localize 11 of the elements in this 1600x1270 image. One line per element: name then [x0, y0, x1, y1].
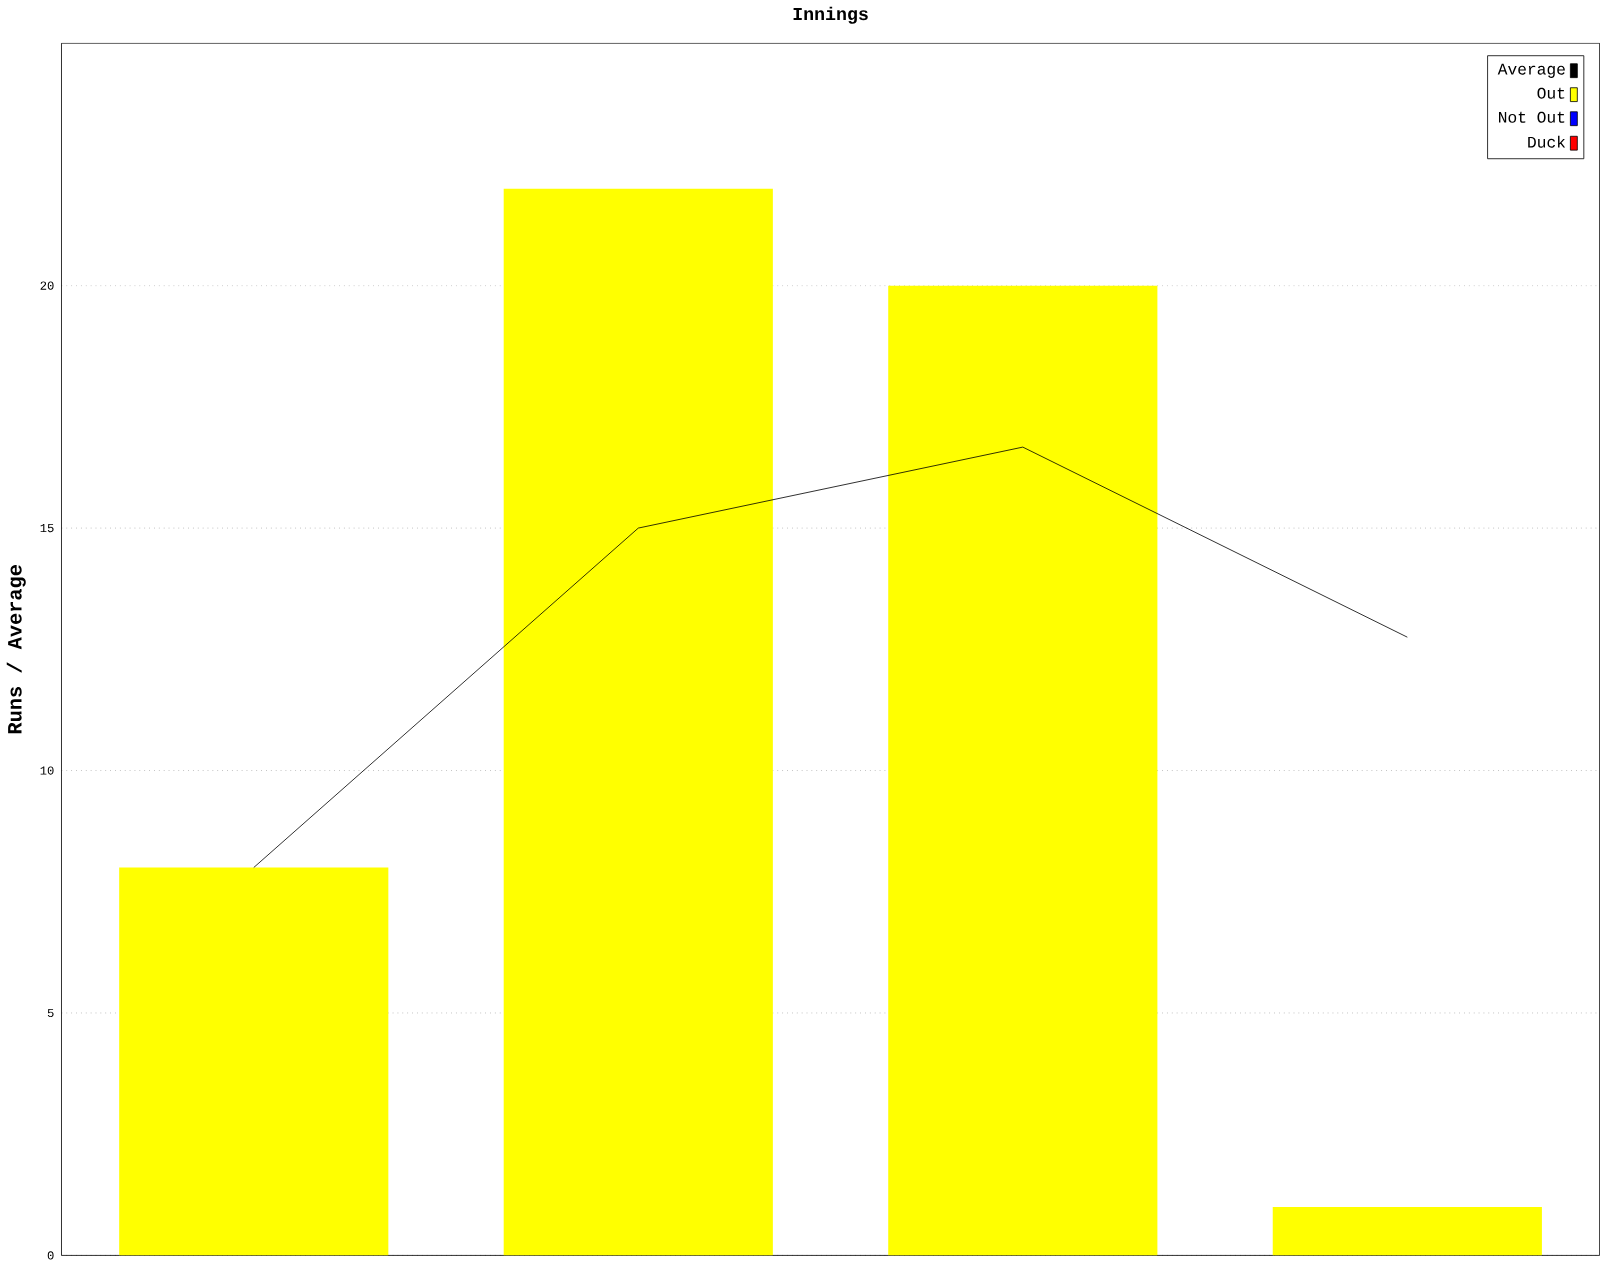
- line-series: [253, 447, 1408, 869]
- legend-label: Out: [1537, 88, 1565, 100]
- legend-label: Duck: [1528, 136, 1566, 149]
- legend-label: Average: [1497, 64, 1565, 79]
- bar: [119, 867, 389, 1256]
- y-axis-title: Runs / Average: [6, 565, 26, 734]
- bar: [1272, 1207, 1542, 1256]
- legend-label: Not Out: [1499, 112, 1565, 124]
- chart-title: Innings: [793, 7, 868, 25]
- bar: [503, 188, 773, 1256]
- bar: [888, 285, 1158, 1256]
